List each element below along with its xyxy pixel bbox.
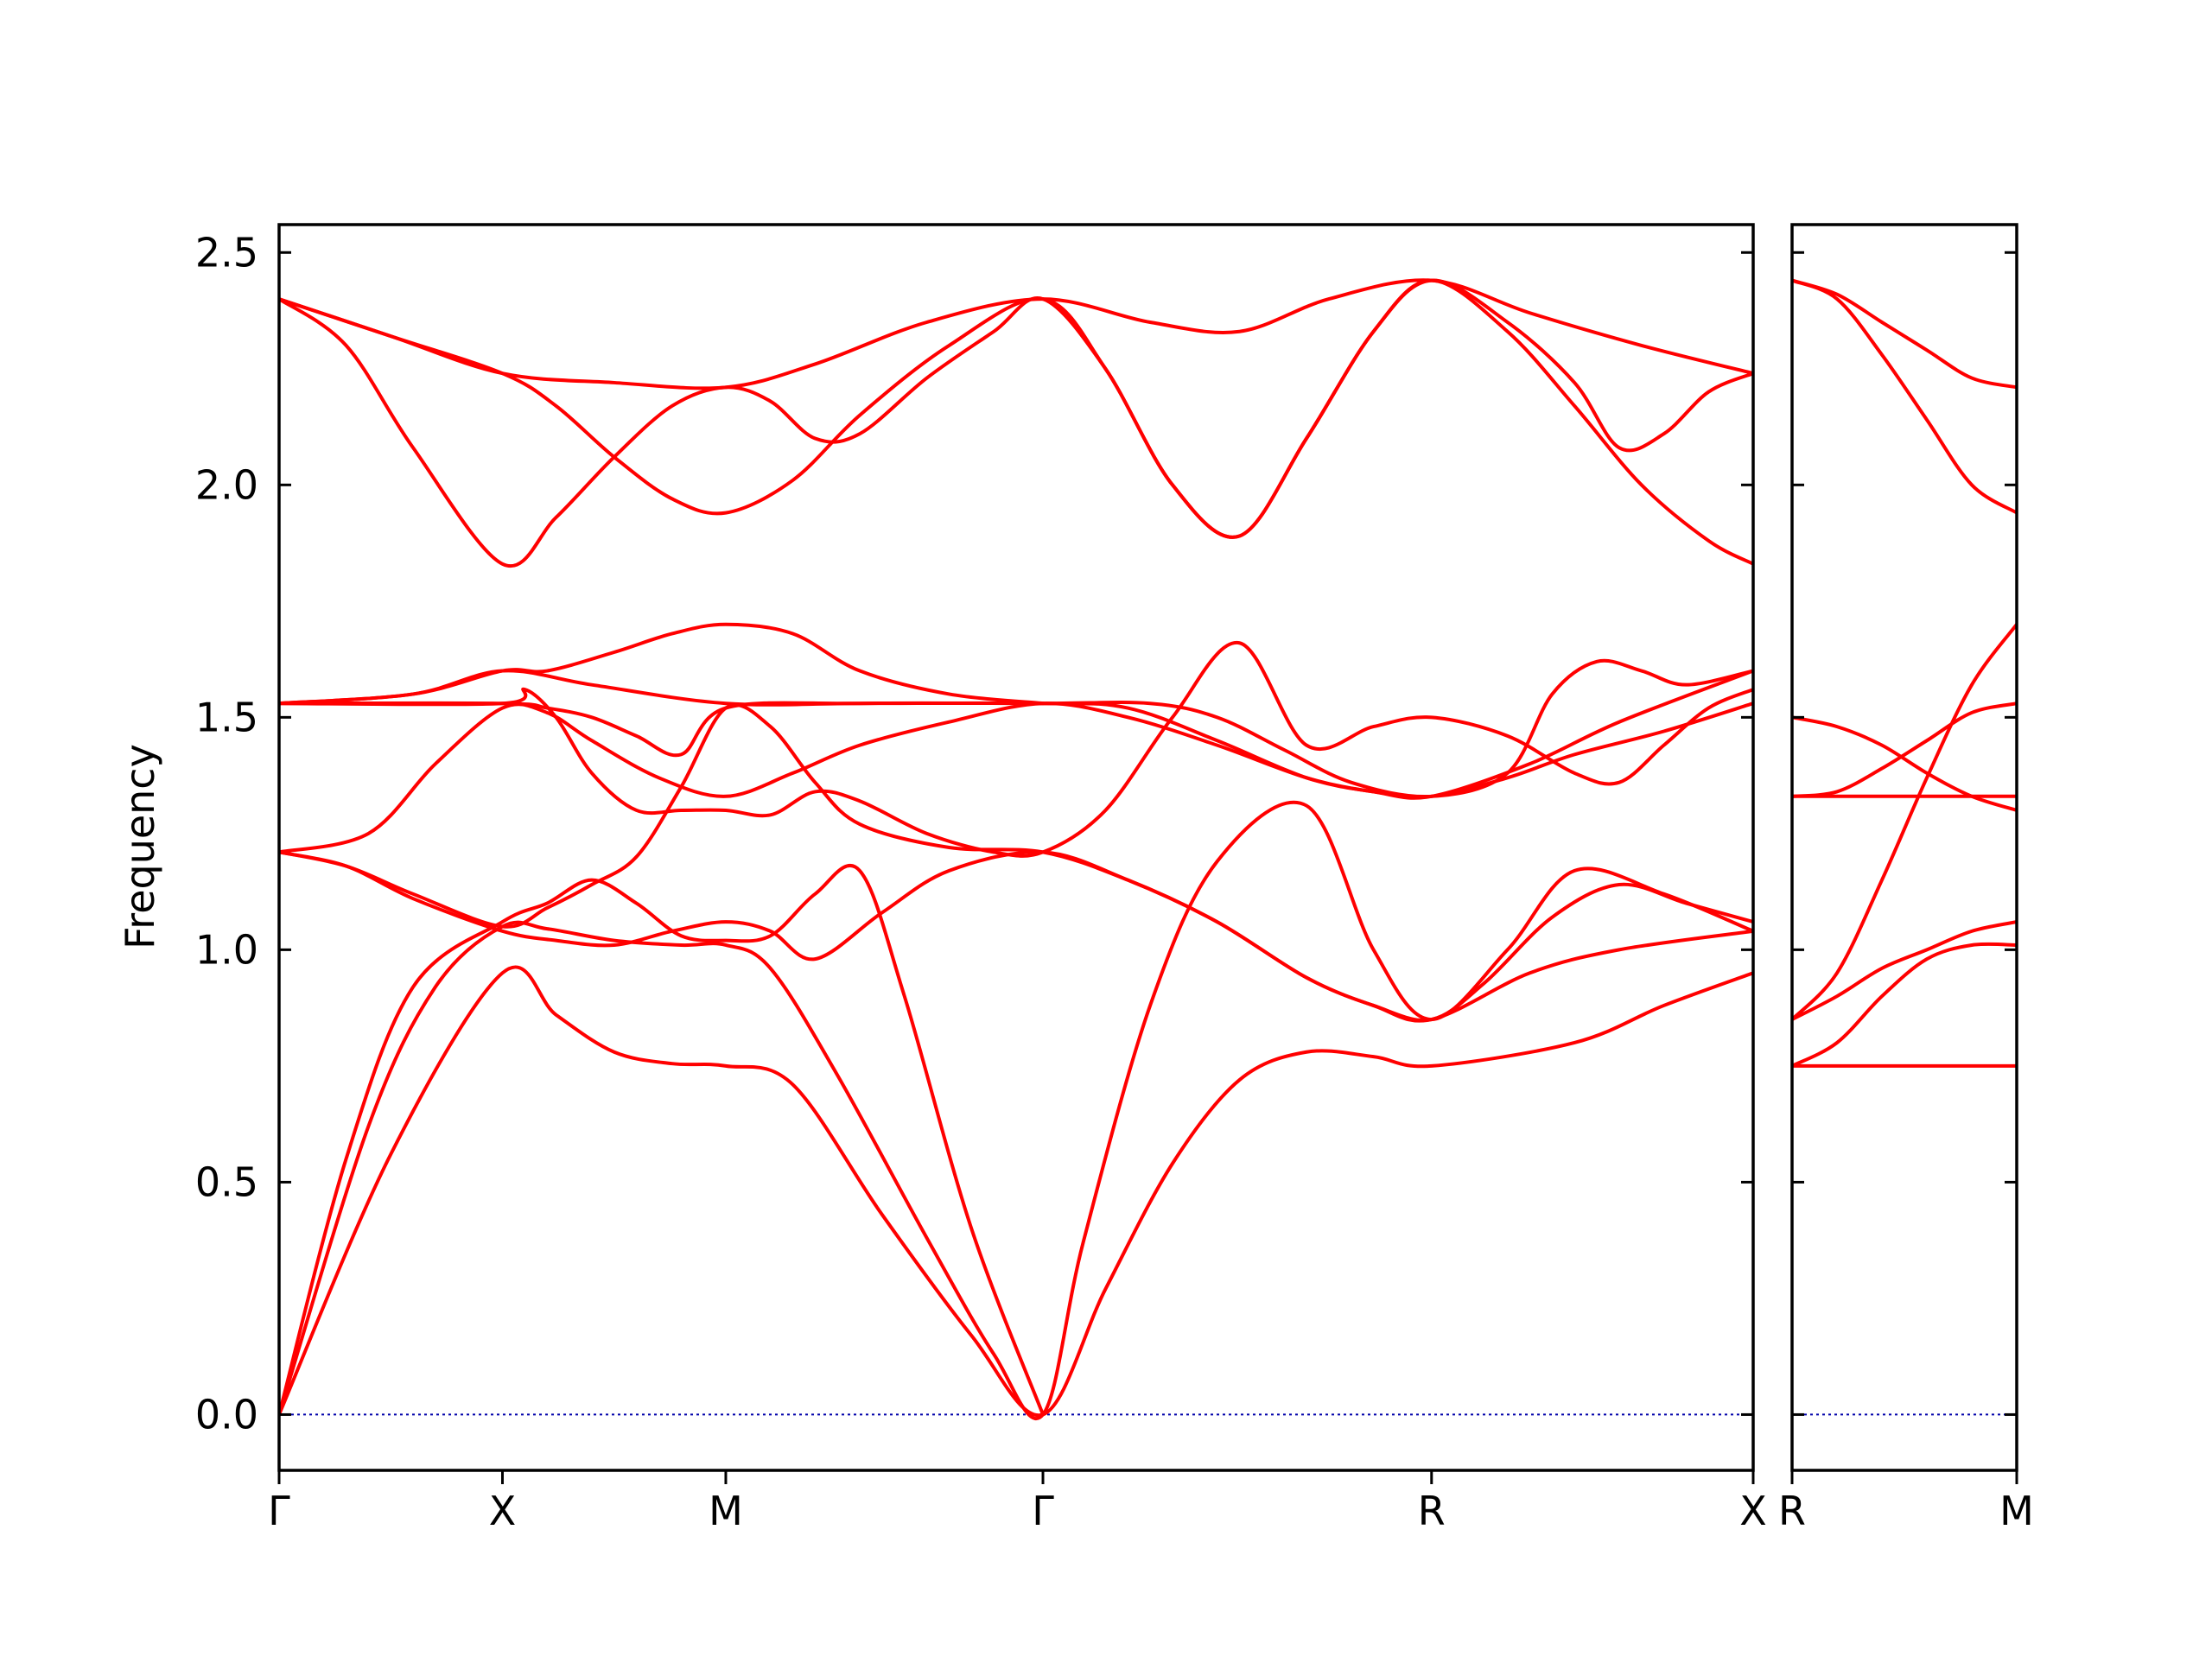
y-tick-label: 0.0 [195,1391,258,1438]
x-tick-label: R [1418,1488,1446,1534]
band-line-4 [1792,622,2017,1022]
band-line-5 [279,702,1753,1022]
band-line-3 [279,863,1046,1417]
band-line-10 [279,622,1046,706]
band-line-12 [279,278,1753,539]
y-axis-title: Frequency [117,744,163,949]
x-tick-label: M [709,1488,743,1534]
x-tick-label: M [1999,1488,2034,1534]
band-line-3 [1792,920,2017,1022]
band-line-7 [279,641,1753,858]
band-line-2 [279,800,1753,1421]
band-line-1 [279,965,1753,1418]
band-line-13 [279,278,1753,390]
band-line-6 [279,701,1753,854]
band-line-11 [279,278,1753,568]
x-tick-label: X [489,1488,517,1534]
y-tick-label: 1.5 [195,694,258,740]
panels-group: 0.00.51.01.52.02.5Γ X M Γ R X R M [195,223,2034,1534]
panel-1: 0.0 0.5 1.0 1.5 2.0 2.5 Γ X M Γ R X [195,223,1767,1534]
band-line-2 [1792,942,2017,1068]
y-tick-label: 1.0 [195,926,258,973]
y-tick-label: 2.0 [195,461,258,508]
band-line-7 [1792,715,2017,812]
band-line-8 [279,658,1753,799]
x-tick-label: Γ [268,1488,290,1534]
band-line-8 [1792,278,2017,390]
plot-frame [277,223,1755,1472]
y-tick-label: 0.5 [195,1158,258,1205]
bands-group [279,278,1753,1421]
y-tick-label: 2.5 [195,229,258,276]
x-tick-label: X [1739,1488,1767,1534]
band-line-9 [1792,278,2017,515]
x-tick-label: Γ [1032,1488,1054,1534]
band-line-6 [1792,701,2017,798]
x-tick-label: R [1778,1488,1806,1534]
bands-group [1792,278,2017,1068]
plot-frame [1790,223,2018,1472]
